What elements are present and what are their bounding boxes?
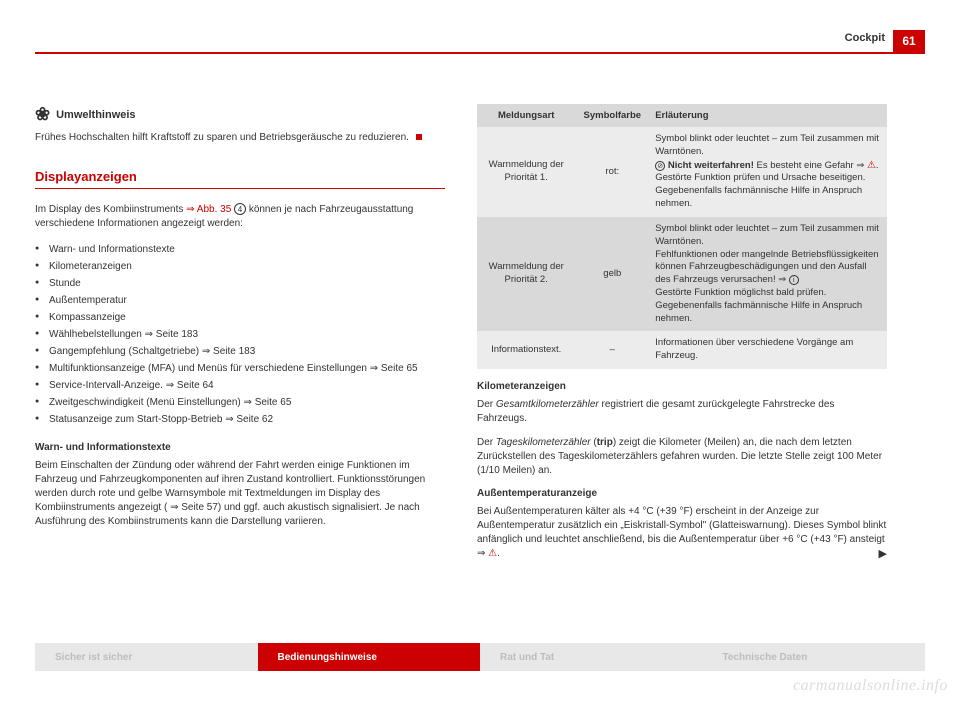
stop-icon: ⊘ bbox=[655, 161, 665, 171]
right-column: Meldungsart Symbolfarbe Erläuterung Warn… bbox=[477, 104, 887, 571]
list-item: Gangempfehlung (Schaltgetriebe) ⇒ Seite … bbox=[35, 343, 445, 360]
temp-text: Bei Außentemperaturen kälter als +4 °C (… bbox=[477, 505, 887, 561]
cell-line: Gestörte Funktion möglichst bald prüfen.… bbox=[655, 287, 862, 324]
page-number-badge: 61 bbox=[893, 30, 925, 52]
environment-text: Frühes Hochschalten hilft Kraftstoff zu … bbox=[35, 131, 445, 145]
left-column: ❀ Umwelthinweis Frühes Hochschalten hilf… bbox=[35, 104, 445, 571]
list-item: Kompassanzeige bbox=[35, 309, 445, 326]
section-end-icon bbox=[416, 134, 422, 140]
environment-text-body: Frühes Hochschalten hilft Kraftstoff zu … bbox=[35, 132, 409, 143]
info-circle-icon: i bbox=[789, 275, 799, 285]
page: Cockpit 61 ❀ Umwelthinweis Frühes Hochsc… bbox=[35, 30, 925, 650]
cell-line: . bbox=[876, 160, 879, 171]
th-symbolfarbe: Symbolfarbe bbox=[575, 104, 649, 127]
section-title-displayanzeigen: Displayanzeigen bbox=[35, 169, 445, 189]
warning-triangle-icon: ⚠ bbox=[867, 160, 876, 171]
environment-title: Umwelthinweis bbox=[56, 109, 135, 121]
list-item: Stunde bbox=[35, 275, 445, 292]
km-p2-pre: Der bbox=[477, 437, 496, 448]
temp-text-post: . bbox=[497, 548, 500, 559]
display-intro-ref-circle-icon: 4 bbox=[234, 203, 246, 215]
cell-line: Symbol blinkt oder leuchtet – zum Teil z… bbox=[655, 133, 879, 157]
header-section: Cockpit bbox=[845, 30, 885, 44]
th-meldungsart: Meldungsart bbox=[477, 104, 575, 127]
cell-line: Symbol blinkt oder leuchtet – zum Teil z… bbox=[655, 223, 879, 247]
tab-daten[interactable]: Technische Daten bbox=[703, 643, 926, 671]
km-p1: Der Gesamtkilometerzähler registriert di… bbox=[477, 398, 887, 426]
cell-meldungsart: Warnmeldung der Priorität 2. bbox=[477, 217, 575, 332]
cell-line: Fehlfunktionen oder mangelnde Betriebsfl… bbox=[655, 249, 878, 286]
footer-tabs: Sicher ist sicher Bedienungshinweise Rat… bbox=[35, 643, 925, 671]
tab-bedienung[interactable]: Bedienungshinweise bbox=[258, 643, 481, 671]
cell-farbe: rot: bbox=[575, 127, 649, 217]
list-item: Warn- und Informationstexte bbox=[35, 241, 445, 258]
list-item: Wählhebelstellungen ⇒ Seite 183 bbox=[35, 326, 445, 343]
display-item-list: Warn- und Informationstexte Kilometeranz… bbox=[35, 241, 445, 428]
table-row: Warnmeldung der Priorität 2. gelb Symbol… bbox=[477, 217, 887, 332]
km-p2-b: trip bbox=[597, 437, 613, 448]
th-erlaeuterung: Erläuterung bbox=[649, 104, 887, 127]
cell-meldungsart: Warnmeldung der Priorität 1. bbox=[477, 127, 575, 217]
list-item: Service-Intervall-Anzeige. ⇒ Seite 64 bbox=[35, 377, 445, 394]
cell-erlaeuterung: Informationen über verschiedene Vorgänge… bbox=[649, 331, 887, 369]
km-p2: Der Tageskilometerzähler (trip) zeigt di… bbox=[477, 436, 887, 478]
display-intro-pre: Im Display des Kombiinstruments bbox=[35, 204, 186, 215]
page-header: Cockpit 61 bbox=[35, 30, 925, 54]
km-p1-pre: Der bbox=[477, 399, 496, 410]
table-row: Informationstext. – Informationen über v… bbox=[477, 331, 887, 369]
alerts-table: Meldungsart Symbolfarbe Erläuterung Warn… bbox=[477, 104, 887, 369]
watermark: carmanualsonline.info bbox=[793, 677, 948, 695]
environment-heading: ❀ Umwelthinweis bbox=[35, 104, 445, 125]
temp-heading: Außentemperaturanzeige bbox=[477, 488, 887, 499]
cell-farbe: gelb bbox=[575, 217, 649, 332]
continue-arrow-icon: ▶ bbox=[879, 547, 887, 562]
warn-info-heading: Warn- und Informationstexte bbox=[35, 442, 445, 453]
warn-info-text: Beim Einschalten der Zündung oder währen… bbox=[35, 459, 445, 529]
list-item: Kilometeranzeigen bbox=[35, 258, 445, 275]
list-item: Zweitgeschwindigkeit (Menü Einstellungen… bbox=[35, 394, 445, 411]
cell-erlaeuterung: Symbol blinkt oder leuchtet – zum Teil z… bbox=[649, 217, 887, 332]
km-heading: Kilometeranzeigen bbox=[477, 381, 887, 392]
cell-erlaeuterung: Symbol blinkt oder leuchtet – zum Teil z… bbox=[649, 127, 887, 217]
list-item: Multifunktionsanzeige (MFA) und Menüs fü… bbox=[35, 360, 445, 377]
km-p2-em: Tageskilometerzähler bbox=[496, 437, 591, 448]
display-intro: Im Display des Kombiinstruments ⇒ Abb. 3… bbox=[35, 203, 445, 231]
table-row: Warnmeldung der Priorität 1. rot: Symbol… bbox=[477, 127, 887, 217]
tab-sicher[interactable]: Sicher ist sicher bbox=[35, 643, 258, 671]
cell-line: Es besteht eine Gefahr ⇒ bbox=[757, 160, 867, 171]
content-columns: ❀ Umwelthinweis Frühes Hochschalten hilf… bbox=[35, 104, 925, 571]
cell-meldungsart: Informationstext. bbox=[477, 331, 575, 369]
list-item: Statusanzeige zum Start-Stopp-Betrieb ⇒ … bbox=[35, 411, 445, 428]
flower-icon: ❀ bbox=[35, 104, 50, 125]
display-intro-ref: ⇒ Abb. 35 bbox=[186, 204, 231, 215]
warning-triangle-icon: ⚠ bbox=[488, 548, 497, 559]
cell-line-bold: Nicht weiterfahren! bbox=[668, 160, 754, 171]
cell-line: Gestörte Funktion prüfen und Ursache bes… bbox=[655, 172, 865, 209]
list-item: Außentemperatur bbox=[35, 292, 445, 309]
temp-text-pre: Bei Außentemperaturen kälter als +4 °C (… bbox=[477, 506, 886, 559]
table-header-row: Meldungsart Symbolfarbe Erläuterung bbox=[477, 104, 887, 127]
cell-farbe: – bbox=[575, 331, 649, 369]
km-p1-em: Gesamtkilometerzähler bbox=[496, 399, 599, 410]
tab-rat[interactable]: Rat und Tat bbox=[480, 643, 703, 671]
